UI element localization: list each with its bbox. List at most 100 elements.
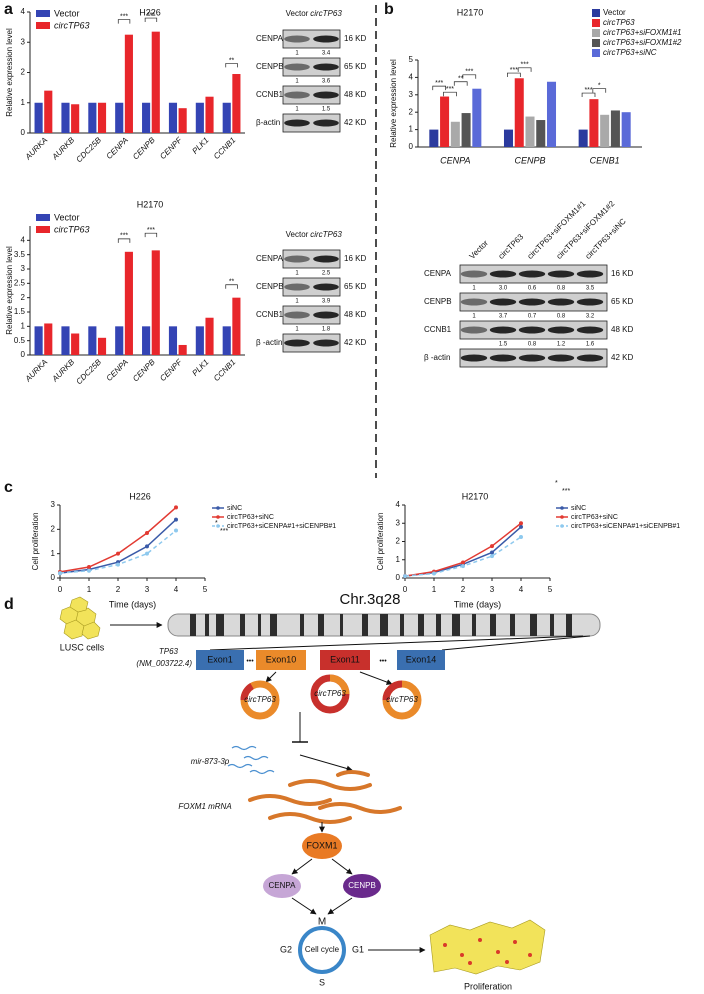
bar — [222, 102, 231, 133]
ellipsis: ••• — [379, 658, 387, 665]
arrow — [265, 671, 277, 683]
y-axis-label: Cell proliferation — [31, 513, 40, 571]
legend-swatch — [592, 39, 600, 47]
exon-label: Exon10 — [266, 654, 297, 664]
protein-label: CENPA — [256, 254, 284, 263]
point — [490, 544, 494, 549]
significance-bracket — [144, 232, 158, 238]
cells-label: LUSC cells — [60, 642, 105, 652]
size-label: 65 KD — [344, 62, 366, 71]
significance-bracket — [117, 19, 131, 24]
significance: *** — [220, 528, 228, 535]
exon-label: Exon14 — [406, 654, 437, 664]
significance: ** — [229, 57, 235, 64]
phase-label: S — [319, 977, 325, 987]
significance: ** — [229, 279, 235, 286]
legend-point — [560, 506, 564, 510]
y-tick-label: 3 — [409, 90, 414, 99]
x-tick-label: CENPA — [105, 358, 130, 383]
bar — [124, 34, 133, 133]
x-tick-label: CDC25B — [74, 357, 103, 386]
point — [58, 571, 62, 576]
significance: * — [598, 83, 601, 90]
lane-header: circTP63 — [310, 230, 342, 239]
quant-label: 3.5 — [586, 286, 595, 292]
size-label: 48 KD — [344, 310, 366, 319]
blot-band — [284, 119, 310, 127]
legend-label: circTP63+siNC — [571, 514, 618, 521]
chart-title: H2170 — [462, 491, 489, 501]
point — [490, 550, 494, 555]
circ-label: circTP63 — [244, 695, 276, 704]
x-tick-label: CENPB — [131, 135, 157, 161]
arrow — [299, 754, 353, 772]
quant-label: 1 — [295, 271, 299, 277]
mrna-label: FOXM1 mRNA — [178, 802, 231, 811]
significance: *** — [510, 67, 518, 74]
legend-label: circTP63+siFOXM1#1 — [603, 28, 681, 37]
blot-band — [518, 354, 546, 362]
bar — [429, 129, 439, 147]
blot-band — [576, 354, 604, 362]
x-tick-label: 3 — [145, 585, 150, 594]
blot-band — [460, 354, 488, 362]
significance-bracket — [225, 63, 238, 68]
x-tick-label: 3 — [490, 585, 495, 594]
legend-point — [216, 515, 220, 519]
phase-label: M — [318, 917, 326, 928]
significance: * — [555, 480, 558, 487]
bar — [600, 114, 610, 147]
blot-band — [576, 270, 604, 278]
quant-label: 3.4 — [322, 51, 331, 57]
zoom-line — [441, 635, 591, 651]
cenpa-label: CENPA — [269, 881, 297, 890]
blot-band — [313, 339, 339, 347]
significance: ** — [458, 76, 464, 83]
lane-header: circTP63 — [497, 232, 526, 261]
lane-header: Vector — [468, 238, 491, 261]
x-tick-label: 4 — [174, 585, 179, 594]
bar — [151, 250, 160, 355]
size-label: 65 KD — [344, 282, 366, 291]
y-tick-label: 0 — [21, 350, 26, 359]
point — [145, 544, 149, 549]
quant-label: 2.5 — [322, 271, 331, 277]
bar — [34, 326, 43, 355]
y-tick-label: 4 — [396, 500, 401, 509]
size-label: 42 KD — [344, 118, 366, 127]
quant-label: 1.5 — [499, 342, 508, 348]
blot-band — [489, 270, 517, 278]
bar — [71, 333, 80, 355]
foxm1-node — [302, 833, 342, 859]
bar — [525, 116, 535, 147]
y-tick-label: 4 — [409, 73, 414, 82]
x-tick-label: CENPF — [158, 135, 184, 161]
circ-label: circTP63 — [314, 689, 346, 698]
point — [461, 564, 465, 569]
bar — [195, 102, 204, 133]
cenpb-node — [343, 874, 381, 898]
legend-swatch — [36, 214, 50, 221]
proliferation-dots — [443, 938, 532, 965]
bar — [440, 96, 450, 147]
arrow — [327, 897, 353, 915]
significance: *** — [465, 69, 473, 76]
significance: * — [215, 520, 218, 527]
blot-band — [284, 255, 310, 263]
bar — [514, 78, 524, 147]
x-tick-label: PLK1 — [190, 358, 210, 378]
protein-label: CENPA — [256, 34, 284, 43]
point — [174, 505, 178, 510]
circ-label: circTP63 — [386, 695, 418, 704]
quant-label: 3.6 — [322, 79, 331, 85]
y-tick-label: 2 — [409, 107, 414, 116]
blot-band — [576, 326, 604, 334]
protein-label: β -actin — [256, 338, 282, 347]
x-tick-label: PLK1 — [190, 136, 210, 156]
panel-label: d — [4, 596, 14, 613]
bar — [44, 323, 53, 355]
bar — [97, 102, 107, 133]
y-axis-label: Relative expression level — [5, 246, 14, 335]
point — [87, 565, 91, 570]
